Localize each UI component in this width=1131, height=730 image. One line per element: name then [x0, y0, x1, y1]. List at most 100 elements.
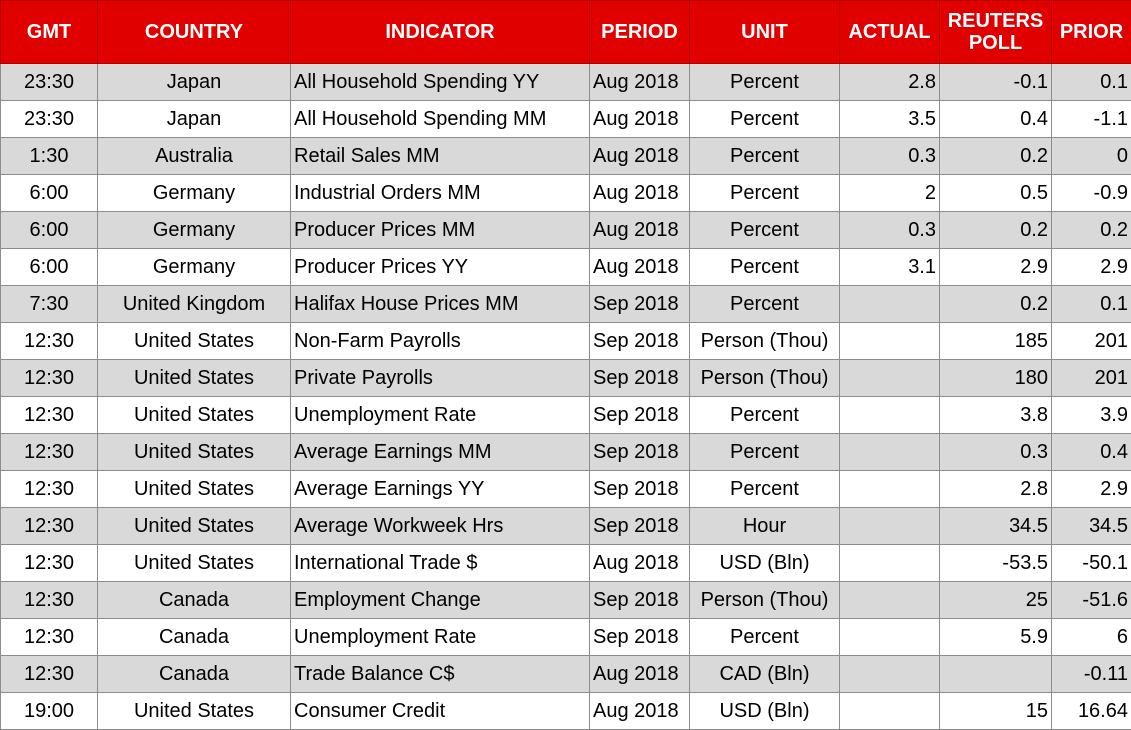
table-cell: 12:30	[1, 619, 98, 656]
table-cell: -51.6	[1052, 582, 1131, 619]
table-cell: Aug 2018	[590, 64, 690, 101]
table-cell: United States	[98, 508, 291, 545]
table-cell: Retail Sales MM	[291, 138, 590, 175]
table-cell	[840, 619, 940, 656]
table-cell: 6	[1052, 619, 1131, 656]
table-cell: United States	[98, 471, 291, 508]
table-cell: Canada	[98, 582, 291, 619]
table-cell: Aug 2018	[590, 101, 690, 138]
table-cell: 2.9	[1052, 471, 1131, 508]
table-cell	[840, 545, 940, 582]
table-cell: Aug 2018	[590, 693, 690, 730]
table-cell: Industrial Orders MM	[291, 175, 590, 212]
table-cell: Japan	[98, 101, 291, 138]
table-cell: 0	[1052, 138, 1131, 175]
table-cell: Japan	[98, 64, 291, 101]
table-cell	[840, 582, 940, 619]
table-cell: Percent	[690, 138, 840, 175]
table-cell: Sep 2018	[590, 397, 690, 434]
table-cell: 6:00	[1, 175, 98, 212]
table-cell	[840, 360, 940, 397]
table-cell	[840, 434, 940, 471]
table-cell: 23:30	[1, 64, 98, 101]
table-cell: Percent	[690, 175, 840, 212]
table-cell: 0.2	[940, 286, 1052, 323]
table-cell: 12:30	[1, 434, 98, 471]
table-cell: 2.8	[840, 64, 940, 101]
table-cell: Consumer Credit	[291, 693, 590, 730]
table-cell: Percent	[690, 64, 840, 101]
table-cell: Percent	[690, 434, 840, 471]
table-cell: 0.2	[1052, 212, 1131, 249]
table-cell	[840, 508, 940, 545]
table-cell: Sep 2018	[590, 619, 690, 656]
table-cell: Percent	[690, 471, 840, 508]
table-cell: 0.4	[940, 101, 1052, 138]
table-cell: Person (Thou)	[690, 323, 840, 360]
table-cell: -0.9	[1052, 175, 1131, 212]
table-cell: Percent	[690, 286, 840, 323]
table-cell: Hour	[690, 508, 840, 545]
table-cell: 2	[840, 175, 940, 212]
table-cell	[840, 397, 940, 434]
column-header: UNIT	[690, 1, 840, 64]
table-cell: 0.1	[1052, 64, 1131, 101]
column-header: REUTERS POLL	[940, 1, 1052, 64]
table-cell: All Household Spending MM	[291, 101, 590, 138]
table-cell	[840, 693, 940, 730]
table-cell: Halifax House Prices MM	[291, 286, 590, 323]
table-cell: United States	[98, 545, 291, 582]
column-header: PRIOR	[1052, 1, 1131, 64]
table-cell: Sep 2018	[590, 360, 690, 397]
table-cell: Sep 2018	[590, 508, 690, 545]
table-cell: Percent	[690, 212, 840, 249]
table-cell: 12:30	[1, 545, 98, 582]
table-cell: 0.2	[940, 138, 1052, 175]
table-cell: 12:30	[1, 508, 98, 545]
table-cell: 6:00	[1, 249, 98, 286]
table-cell: Aug 2018	[590, 545, 690, 582]
table-cell: United States	[98, 434, 291, 471]
table-cell: 0.3	[840, 212, 940, 249]
table-cell: 201	[1052, 360, 1131, 397]
table-cell: 7:30	[1, 286, 98, 323]
table-cell: 1:30	[1, 138, 98, 175]
table-cell: Percent	[690, 101, 840, 138]
table-cell	[840, 286, 940, 323]
table-cell	[940, 656, 1052, 693]
table-cell: Sep 2018	[590, 434, 690, 471]
table-cell: 16.64	[1052, 693, 1131, 730]
table-cell: Person (Thou)	[690, 360, 840, 397]
table-cell: 12:30	[1, 323, 98, 360]
table-cell: Sep 2018	[590, 286, 690, 323]
table-cell: 0.4	[1052, 434, 1131, 471]
table-cell: -0.1	[940, 64, 1052, 101]
table-cell: Average Earnings MM	[291, 434, 590, 471]
table-cell: Percent	[690, 397, 840, 434]
column-header: INDICATOR	[291, 1, 590, 64]
table-cell: United States	[98, 397, 291, 434]
table-cell: 0.2	[940, 212, 1052, 249]
table-cell: 25	[940, 582, 1052, 619]
column-header: COUNTRY	[98, 1, 291, 64]
table-cell: Percent	[690, 249, 840, 286]
table-cell: Unemployment Rate	[291, 397, 590, 434]
column-header: ACTUAL	[840, 1, 940, 64]
table-cell: 0.5	[940, 175, 1052, 212]
table-cell: Canada	[98, 656, 291, 693]
table-cell: Sep 2018	[590, 471, 690, 508]
table-cell: Sep 2018	[590, 323, 690, 360]
table-cell: USD (Bln)	[690, 693, 840, 730]
